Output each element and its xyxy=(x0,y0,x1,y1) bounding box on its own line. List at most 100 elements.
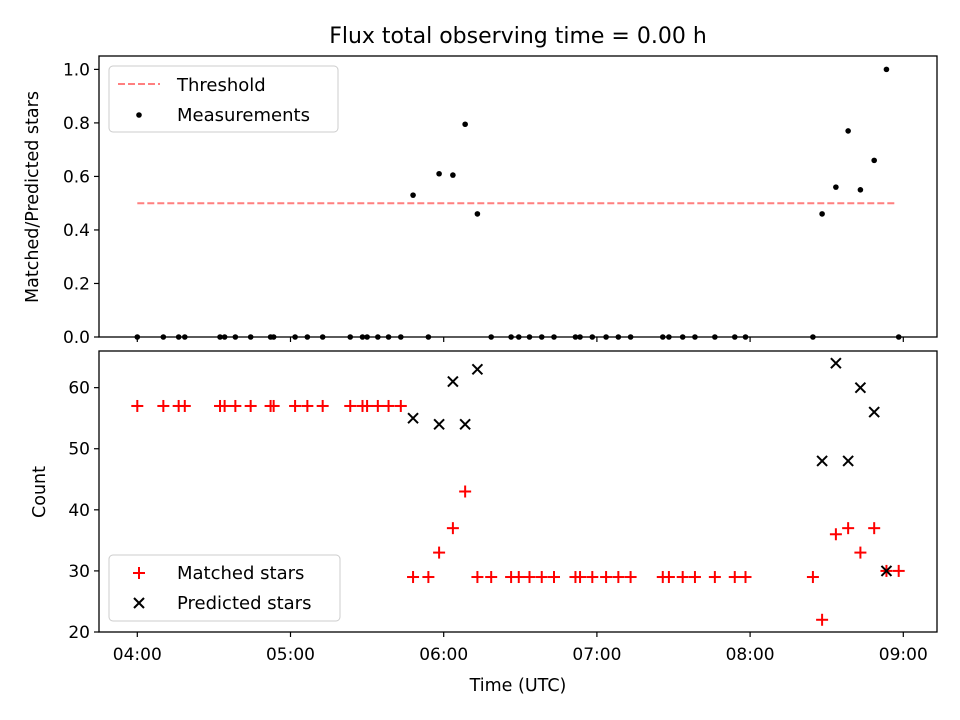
top-y-ticks: 0.0 0.2 0.4 0.6 0.8 1.0 xyxy=(63,60,99,348)
matched-stars-point xyxy=(892,564,905,577)
y-tick-label: 0.2 xyxy=(63,274,90,294)
matched-stars-point xyxy=(548,571,561,584)
matched-stars-point xyxy=(361,399,374,412)
predicted-stars-point xyxy=(433,418,445,431)
top-legend: Threshold Measurements xyxy=(108,65,339,133)
y-tick-label: 0.4 xyxy=(63,221,90,241)
legend-measurements-label: Measurements xyxy=(177,105,310,126)
bottom-legend-box xyxy=(108,554,341,622)
matched-stars-point xyxy=(512,571,525,584)
matched-stars-point xyxy=(816,613,829,626)
matched-stars-point xyxy=(842,522,855,535)
top-y-axis-label: Matched/Predicted stars xyxy=(23,91,43,303)
bottom-plot-area xyxy=(131,357,905,626)
matched-stars-point xyxy=(574,571,587,584)
matched-stars-point xyxy=(382,399,395,412)
matched-stars-point xyxy=(485,571,498,584)
measurements-point xyxy=(450,172,456,178)
measurements-point xyxy=(436,170,442,177)
matched-stars-point xyxy=(459,485,472,498)
matched-stars-point xyxy=(523,571,536,584)
matched-stars-point xyxy=(316,399,329,412)
y-tick-label: 0.6 xyxy=(63,167,90,187)
matched-stars-point xyxy=(739,571,752,584)
y-tick-label: 0.0 xyxy=(63,328,90,348)
matched-stars-point xyxy=(244,399,257,412)
matched-stars-point xyxy=(446,522,459,535)
matched-stars-point xyxy=(868,522,881,535)
x-tick-label: 08:00 xyxy=(726,645,775,665)
predicted-stars-point xyxy=(830,357,842,369)
y-tick-label: 20 xyxy=(68,623,90,643)
matched-stars-point xyxy=(612,571,625,584)
matched-stars-point xyxy=(624,571,637,584)
matched-stars-point xyxy=(535,571,548,584)
matched-stars-point xyxy=(157,399,170,412)
x-tick-label: 05:00 xyxy=(266,645,315,665)
bottom-y-ticks: 20 30 40 50 60 xyxy=(68,379,99,643)
bottom-axes-frame xyxy=(98,350,938,633)
legend-matched-marker xyxy=(133,567,145,579)
matched-stars-point xyxy=(708,571,721,584)
legend-predicted-label: Predicted stars xyxy=(177,593,311,614)
matched-stars-point xyxy=(344,399,357,412)
x-tick-label: 04:00 xyxy=(113,645,162,665)
matched-stars-point xyxy=(586,571,599,584)
matched-stars-point xyxy=(289,399,302,412)
x-tick-label: 09:00 xyxy=(879,645,928,665)
predicted-stars-point xyxy=(842,455,854,467)
matched-stars-point xyxy=(371,399,384,412)
top-legend-box xyxy=(108,65,339,133)
measurements-point xyxy=(833,184,839,190)
top-panel: 0.0 0.2 0.4 0.6 0.8 1.0 Matched/Predicted sta… xyxy=(23,55,938,348)
predicted-stars-point xyxy=(407,412,419,424)
top-x-ticks xyxy=(136,337,904,342)
y-tick-label: 40 xyxy=(68,501,90,521)
matched-stars-point xyxy=(433,546,446,559)
x-tick-label: 06:00 xyxy=(419,645,468,665)
bottom-x-ticks: 04:00 05:00 06:00 07:00 08:00 09:00 xyxy=(113,632,928,665)
matched-stars-point xyxy=(407,571,420,584)
measurements-point xyxy=(883,66,890,73)
legend-matched-label: Matched stars xyxy=(177,563,304,584)
matched-stars-point xyxy=(422,571,435,584)
measurements-point xyxy=(462,121,468,128)
predicted-stars-point xyxy=(880,565,893,577)
matched-stars-point xyxy=(662,571,675,584)
predicted-stars-point xyxy=(816,455,828,467)
matched-stars-point xyxy=(600,571,613,584)
matched-stars-point xyxy=(131,399,144,412)
predicted-stars-point xyxy=(471,363,484,376)
top-axes-frame xyxy=(98,55,938,338)
measurements-point xyxy=(845,128,851,134)
measurements-point xyxy=(474,211,481,217)
predicted-stars-point xyxy=(447,375,459,388)
x-axis-label: Time (UTC) xyxy=(469,676,567,696)
matched-stars-point xyxy=(178,399,191,412)
matched-stars-point xyxy=(806,571,819,584)
measurements-point xyxy=(857,187,864,193)
measurements-point xyxy=(410,192,416,198)
legend-measurements-marker xyxy=(136,112,142,118)
y-tick-label: 30 xyxy=(68,562,90,582)
predicted-stars-point xyxy=(868,406,880,418)
predicted-stars-point xyxy=(854,381,867,394)
chart-title: Flux total observing time = 0.00 h xyxy=(329,24,707,49)
matched-stars-point xyxy=(229,399,242,412)
measurements-point xyxy=(819,211,825,217)
matched-stars-point xyxy=(267,399,280,412)
y-tick-label: 50 xyxy=(68,440,90,460)
y-tick-label: 0.8 xyxy=(63,114,90,134)
matched-stars-point xyxy=(218,399,231,412)
predicted-stars-point xyxy=(459,418,471,431)
y-tick-label: 1.0 xyxy=(63,60,90,80)
measurements-point xyxy=(871,157,877,164)
matched-stars-point xyxy=(676,571,689,584)
matched-stars-point xyxy=(728,571,741,584)
y-tick-label: 60 xyxy=(68,379,90,399)
matched-stars-point xyxy=(471,571,484,584)
matched-stars-point xyxy=(854,546,867,559)
bottom-y-axis-label: Count xyxy=(30,466,50,518)
bottom-legend: Matched stars Predicted stars xyxy=(108,554,341,622)
